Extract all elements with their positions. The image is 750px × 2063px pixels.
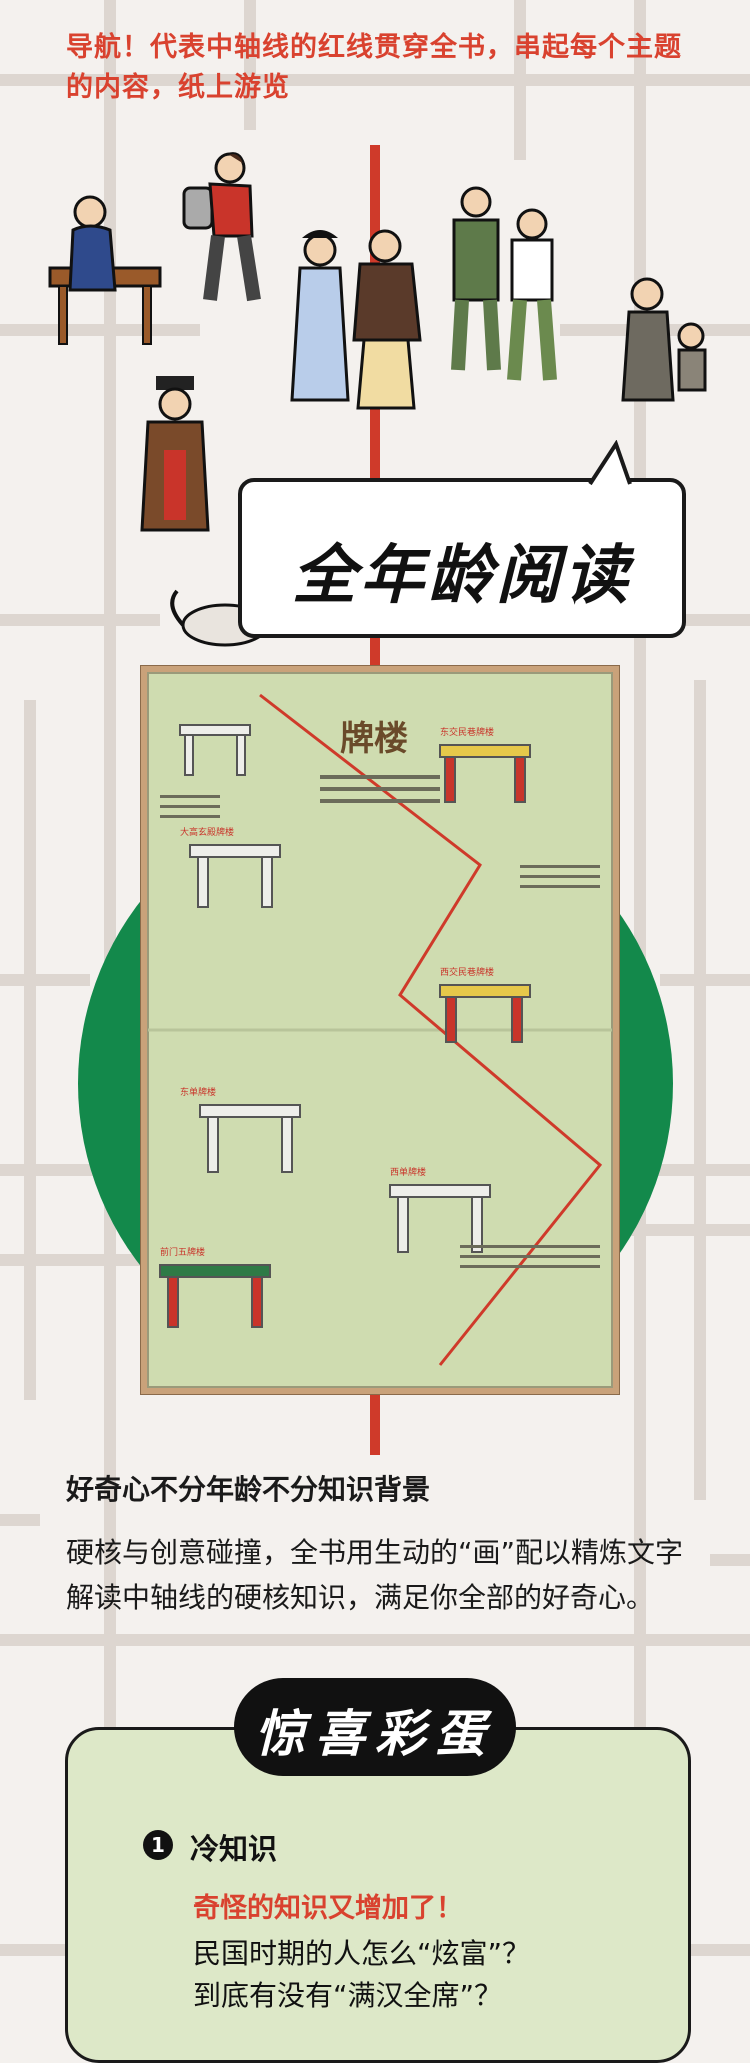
- bubble-title: 全年龄阅读: [292, 539, 632, 613]
- surprise-title: 惊喜彩蛋: [255, 1705, 495, 1763]
- surprise-title-pill: 惊喜彩蛋: [234, 1678, 516, 1776]
- book-label-0: 东交民巷牌楼: [440, 726, 494, 738]
- section-heading: 好奇心不分年龄不分知识背景: [66, 1473, 431, 1506]
- speech-bubble-tail: [588, 440, 632, 486]
- book-label-1: 大高玄殿牌楼: [180, 826, 234, 838]
- item-line-1: 民国时期的人怎么“炫富”？: [193, 1937, 531, 1970]
- old-man-eating-figure: [48, 195, 162, 345]
- book-title: 牌楼: [340, 719, 408, 759]
- couple-figure: [290, 229, 422, 410]
- book-label-2: 西交民巷牌楼: [440, 966, 494, 978]
- boy-with-backpack-figure: [182, 152, 261, 302]
- elder-and-child-figure: [621, 277, 707, 402]
- intro-text: 导航！代表中轴线的红线贯穿全书，串起每个主题 的内容，纸上游览: [66, 28, 706, 108]
- book-label-3: 东单牌楼: [180, 1086, 216, 1098]
- intro-line-2: 的内容，纸上游览: [66, 72, 290, 103]
- soldiers-figure: [451, 186, 557, 381]
- section-body: 硬核与创意碰撞，全书用生动的“画”配以精炼文字解读中轴线的硬核知识，满足你全部的…: [66, 1536, 684, 1614]
- item-subtitle: 奇怪的知识又增加了！: [193, 1893, 463, 1924]
- item-line-2: 到底有没有“满汉全席”？: [193, 1979, 503, 2012]
- item-title: 冷知识: [190, 1832, 278, 1866]
- book-label-5: 前门五牌楼: [160, 1246, 205, 1258]
- intro-line-1: 导航！代表中轴线的红线贯穿全书，串起每个主题: [66, 32, 682, 63]
- item-number-badge: 1: [143, 1830, 173, 1860]
- official-figure: [140, 376, 210, 532]
- axis-red-line-lower: [370, 1395, 380, 1455]
- speech-bubble: 全年龄阅读: [238, 478, 686, 638]
- book-label-4: 西单牌楼: [390, 1166, 426, 1178]
